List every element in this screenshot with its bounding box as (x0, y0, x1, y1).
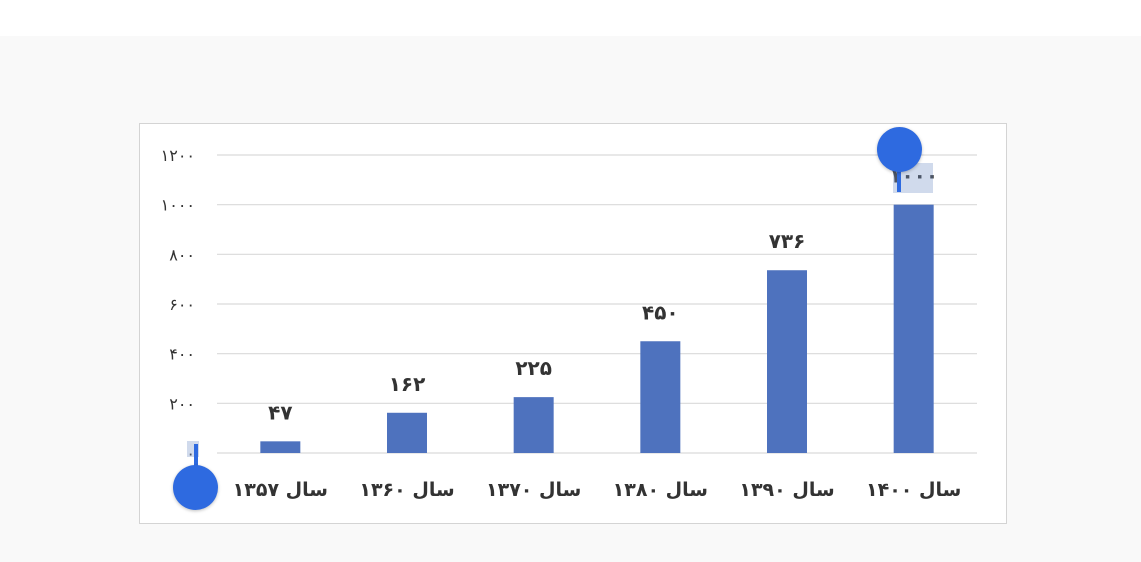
data-label: ۴۵۰ (642, 300, 679, 324)
data-label: ۷۳۶ (769, 229, 806, 253)
x-tick-label: سال ۱۳۸۰ (613, 479, 708, 501)
selection-handle-stem-bottom (194, 444, 198, 470)
bar (640, 341, 681, 453)
y-tick-label: ۸۰۰ (169, 245, 195, 264)
x-tick-label: سال ۱۴۰۰ (866, 479, 961, 501)
selection-handle-top[interactable] (877, 127, 922, 172)
selection-handle-bottom[interactable] (173, 465, 218, 510)
bar (767, 270, 807, 453)
bar (387, 412, 427, 453)
x-tick-label: سال ۱۳۹۰ (739, 479, 834, 501)
selection-handle-stem-top (897, 160, 901, 192)
bar (513, 397, 554, 453)
y-tick-label: ۴۰۰ (169, 345, 195, 364)
data-label: ۴۷ (268, 400, 292, 424)
x-tick-label: سال ۱۳۷۰ (486, 479, 581, 501)
bar (260, 441, 301, 453)
x-tick-label: سال ۱۳۵۷ (233, 479, 328, 501)
y-tick-label: ۰ (186, 444, 195, 463)
data-label: ۲۲۵ (515, 356, 552, 380)
y-tick-label: ۱۰۰۰ (161, 196, 195, 215)
y-tick-label: ۱۲۰۰ (161, 146, 195, 165)
bar (893, 204, 934, 453)
chart-area[interactable] (139, 123, 1007, 524)
data-label: ۱۶۲ (389, 372, 426, 396)
y-tick-label: ۲۰۰ (169, 394, 195, 413)
x-tick-label: سال ۱۳۶۰ (359, 479, 454, 501)
y-tick-label: ۶۰۰ (169, 295, 195, 314)
